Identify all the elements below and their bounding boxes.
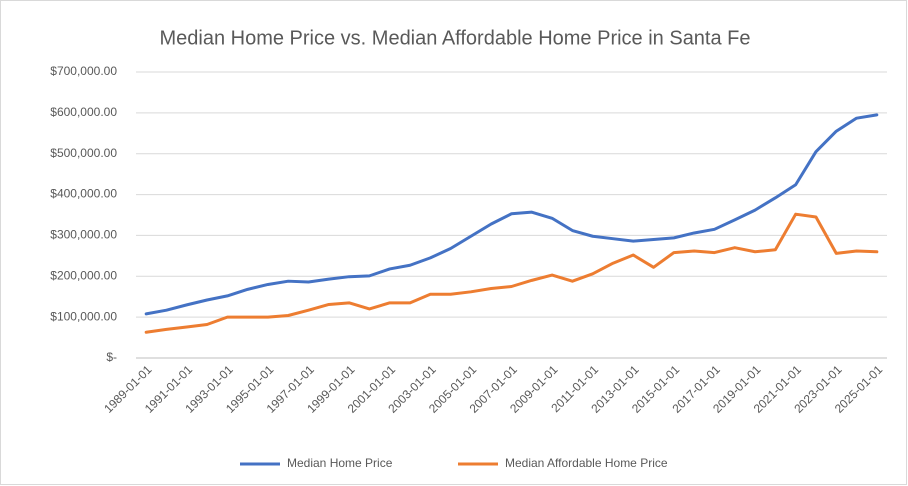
y-tick-label: $500,000.00 [50,146,117,160]
legend-label: Median Affordable Home Price [505,456,668,470]
y-tick-label: $700,000.00 [50,64,117,78]
series-line [144,113,879,316]
y-tick-label: $400,000.00 [50,187,117,201]
y-tick-label: $200,000.00 [50,268,117,282]
y-tick-label: $- [106,350,117,364]
y-tick-label: $300,000.00 [50,228,117,242]
y-tick-label: $600,000.00 [50,105,117,119]
chart-title: Median Home Price vs. Median Affordable … [159,27,750,49]
series-line [144,212,879,334]
legend-label: Median Home Price [287,456,393,470]
y-tick-label: $100,000.00 [50,309,117,323]
